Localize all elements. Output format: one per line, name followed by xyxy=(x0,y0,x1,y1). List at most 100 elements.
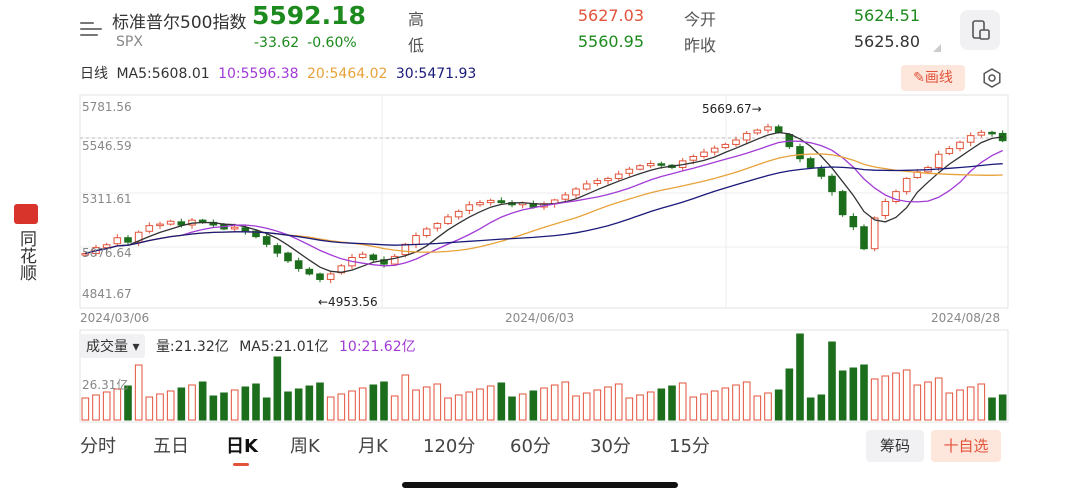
volume-bar xyxy=(796,333,804,421)
tab-15min[interactable]: 15分 xyxy=(669,436,710,457)
candle-body xyxy=(198,219,207,223)
candle-body xyxy=(689,155,698,161)
volume-border xyxy=(79,329,1009,423)
volume-bar xyxy=(102,391,111,421)
candle-body xyxy=(636,165,644,170)
tab-60min[interactable]: 60分 xyxy=(510,436,551,457)
home-indicator[interactable] xyxy=(402,482,678,488)
active-tab-indicator xyxy=(233,463,249,466)
ma5-value: MA5:5608.01 xyxy=(116,66,210,82)
candle-body xyxy=(134,231,143,243)
y-tick-label: 5076.64 xyxy=(82,246,132,260)
volume-bar xyxy=(337,393,346,421)
volume-bar xyxy=(636,394,644,421)
stock-code: SPX xyxy=(116,34,143,50)
candle-body xyxy=(806,158,815,168)
tab-five-day[interactable]: 五日 xyxy=(153,436,189,457)
volume-bar xyxy=(326,396,335,421)
volume-bar xyxy=(817,394,826,421)
volume-bar xyxy=(806,397,815,421)
volume-bar xyxy=(860,364,868,421)
volume-bar xyxy=(838,370,847,421)
tab-30min[interactable]: 30分 xyxy=(590,436,631,457)
volume-bar xyxy=(785,368,794,421)
candle-body xyxy=(614,173,623,179)
y-tick-label: 5781.56 xyxy=(82,100,132,114)
landscape-toggle-button[interactable] xyxy=(960,10,1000,50)
volume-bar xyxy=(401,374,410,421)
volume-bar xyxy=(518,393,527,421)
volume-bar xyxy=(966,386,975,421)
candle-body xyxy=(604,177,612,182)
candle-body xyxy=(966,135,975,143)
draw-line-label: 画线 xyxy=(924,70,953,86)
open-label: 今开 xyxy=(684,10,717,29)
volume-bar xyxy=(284,391,292,421)
settings-icon[interactable] xyxy=(982,68,1002,88)
min-annotation: ←4953.56 xyxy=(318,295,378,309)
candlestick-series xyxy=(81,123,1007,284)
candle-body xyxy=(412,235,420,245)
indicator-select[interactable]: 成交量 ▾ xyxy=(80,334,146,358)
change-value: -33.62 xyxy=(254,35,300,51)
volume-bar xyxy=(422,386,431,421)
volume-bar xyxy=(294,388,303,421)
price-change: -33.62 -0.60% xyxy=(254,35,365,51)
volume-bar xyxy=(646,391,655,421)
stock-name: 标准普尔500指数 xyxy=(112,13,247,33)
chip-distribution-button[interactable]: 筹码 xyxy=(866,430,924,462)
tab-intraday[interactable]: 分时 xyxy=(80,436,116,457)
volume-bar xyxy=(902,369,911,421)
candle-body xyxy=(657,163,666,166)
tab-weekly-k[interactable]: 周K xyxy=(290,436,320,457)
volume-bar xyxy=(934,377,943,421)
candle-body xyxy=(102,244,111,249)
volume-bar xyxy=(828,341,836,421)
volume-bar xyxy=(870,378,879,421)
volume-bar xyxy=(625,397,634,421)
volume-bar xyxy=(380,381,388,421)
candle-body xyxy=(860,226,868,250)
candle-body xyxy=(956,141,964,150)
candle-body xyxy=(465,204,474,211)
candle-body xyxy=(721,143,730,149)
volume-bar xyxy=(124,385,132,421)
ma-legend: 日线 MA5:5608.01 10:5596.38 20:5464.02 30:… xyxy=(80,63,480,83)
candle-body xyxy=(145,225,154,232)
candle-body xyxy=(838,191,847,216)
volume-bar xyxy=(881,375,890,421)
tab-120min[interactable]: 120分 xyxy=(423,436,476,457)
high-label: 高 xyxy=(408,10,425,29)
volume-bar xyxy=(700,393,708,421)
candle-body xyxy=(497,200,506,204)
volume-bar xyxy=(476,388,484,421)
volume-bar xyxy=(486,385,495,421)
volume-bar xyxy=(540,387,548,421)
candle-body xyxy=(849,215,858,228)
candle-body xyxy=(593,180,602,184)
low-label: 低 xyxy=(408,36,425,55)
candle-body xyxy=(870,217,879,250)
volume-bar xyxy=(657,388,666,421)
volume-bar xyxy=(81,397,90,421)
draw-line-button[interactable]: ✎画线 xyxy=(901,65,965,91)
high-value: 5627.03 xyxy=(577,6,644,25)
candle-body xyxy=(732,139,740,145)
y-tick-label: 5311.61 xyxy=(82,192,132,206)
volume-bar xyxy=(273,356,282,421)
candle-body xyxy=(742,132,751,141)
tonghuashun-sidebar[interactable]: 同花顺 xyxy=(12,204,40,281)
menu-icon[interactable] xyxy=(80,18,102,40)
tonghuashun-logo-icon xyxy=(14,204,38,224)
tab-monthly-k[interactable]: 月K xyxy=(358,436,388,457)
volume-bars xyxy=(81,333,1007,421)
current-price: 5592.18 xyxy=(252,1,366,30)
volume-bar xyxy=(561,381,570,421)
add-favorite-button[interactable]: 十自选 xyxy=(931,430,1001,462)
expand-corner-icon[interactable] xyxy=(933,44,941,52)
volume-bar xyxy=(316,382,324,421)
tab-daily-k[interactable]: 日K xyxy=(226,436,258,457)
volume-bar xyxy=(433,383,442,421)
volume-bar xyxy=(220,392,228,421)
